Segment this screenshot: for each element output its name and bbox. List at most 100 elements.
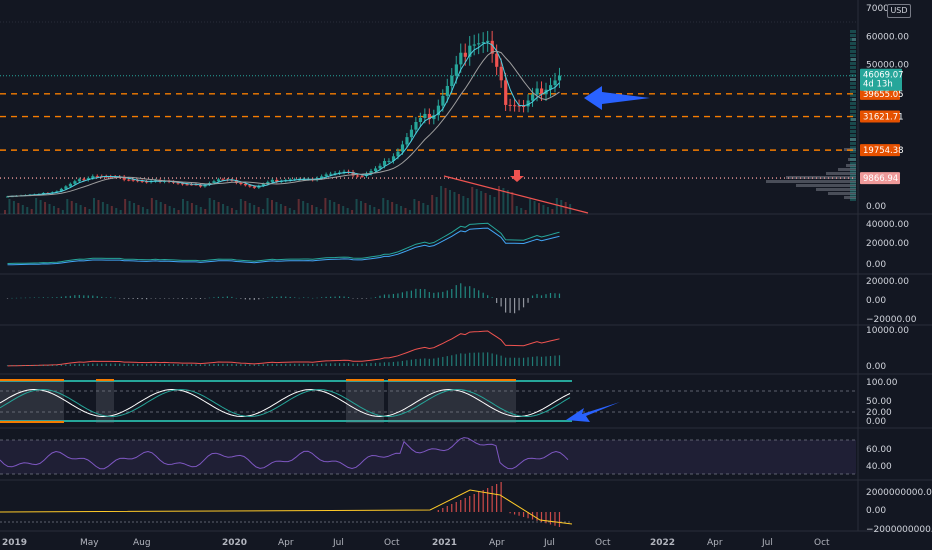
volume-profile-bar	[850, 110, 856, 113]
macd-bar	[540, 295, 543, 298]
macd-bar	[388, 294, 390, 298]
volume-bar	[422, 203, 425, 214]
macd-bar	[235, 297, 237, 299]
volume-bar	[288, 208, 291, 214]
volume-oscillator-bar	[518, 357, 520, 366]
candle-body	[540, 88, 544, 95]
volume-oscillator-bar	[154, 363, 157, 366]
candle-body	[486, 40, 490, 43]
obv-bar	[469, 496, 471, 512]
support-resistance-levels[interactable]: 39655.05 31621.71 19754.38 9866.94 46069.074…	[0, 68, 904, 185]
volume-bar	[293, 210, 296, 214]
macd-bar	[392, 293, 395, 298]
volume-oscillator-bar	[415, 359, 417, 366]
volume-oscillator-bar	[208, 364, 211, 366]
obv-bar	[496, 484, 498, 512]
volume-profile-bar	[844, 196, 856, 199]
volume-oscillator-bar	[74, 363, 76, 366]
time-tick-label: Apr	[707, 538, 723, 548]
candle-body	[445, 85, 449, 96]
volume-oscillator-bar	[199, 364, 202, 366]
macd-bar	[428, 292, 430, 298]
pane-tick-label: 40.00	[866, 462, 892, 472]
candle-body	[266, 181, 270, 184]
volume-bar	[244, 201, 247, 214]
volume-oscillator-bar	[374, 362, 377, 366]
volume-bar	[195, 205, 198, 214]
currency-label[interactable]: USD	[887, 4, 911, 18]
pane-tick-label: 20000.00	[866, 239, 909, 249]
volume-bar	[17, 203, 20, 214]
volume-profile-bar	[796, 184, 856, 187]
volume-bar	[222, 204, 225, 214]
volume-oscillator-bar	[42, 364, 44, 366]
volume-bar	[119, 210, 122, 214]
price-tick-label: 60000.00	[866, 32, 909, 42]
candle-body	[239, 182, 243, 185]
volume-bar	[217, 202, 220, 214]
candle-body	[387, 160, 391, 162]
volume-bar	[48, 204, 51, 214]
obv-bar	[545, 512, 547, 524]
volume-oscillator-bar	[500, 355, 502, 366]
macd-bar	[101, 296, 103, 298]
volume-bar	[333, 202, 336, 214]
last-price-label: 46069.07	[863, 71, 904, 81]
macd-bar	[464, 286, 466, 298]
volume-oscillator-bar	[150, 363, 152, 366]
price-axis[interactable]: 70000.0060000.0050000.000.0040000.002000…	[866, 4, 932, 535]
volume-oscillator-bar	[527, 357, 529, 366]
volume-bar	[239, 199, 242, 214]
volume-bar	[4, 210, 6, 214]
volume-bar	[502, 188, 505, 214]
macd-bar	[460, 283, 462, 298]
countdown-label: 4d 13h	[863, 80, 893, 90]
volume-oscillator-bar	[244, 364, 246, 366]
volume-profile-bar	[850, 118, 856, 121]
volume-bar	[213, 200, 216, 214]
volume-oscillator-bar	[303, 363, 305, 366]
volume-bar	[342, 206, 345, 214]
time-tick-label: 2022	[650, 538, 675, 548]
volume-bar	[35, 198, 38, 214]
level-tag	[860, 110, 900, 123]
macd-bar	[325, 296, 327, 298]
volume-bar	[66, 199, 69, 214]
candle-body	[136, 180, 140, 182]
volume-bar	[279, 204, 282, 214]
macd-bar	[24, 297, 27, 299]
macd-bar	[137, 298, 139, 299]
macd-bar	[181, 298, 184, 299]
pane-tick-label: 2000000000.00	[866, 488, 932, 498]
macd-bar	[132, 298, 134, 299]
macd-bar	[38, 297, 40, 298]
macd-bar	[491, 297, 493, 298]
volume-oscillator-bar	[249, 364, 251, 366]
candle-body	[495, 53, 499, 67]
volume-oscillator-bar	[289, 363, 291, 366]
macd-bar	[478, 290, 480, 298]
volume-profile-bar	[850, 138, 856, 141]
volume-profile-bar	[828, 192, 856, 195]
volume-oscillator-bar	[141, 363, 143, 366]
volume-oscillator-bar	[442, 356, 444, 366]
macd-bar	[154, 298, 157, 299]
volume-bar	[52, 206, 55, 214]
time-axis[interactable]: 2019 May Aug 2020 Apr Jul Oct 2021 Apr Jul Oct 2022…	[2, 538, 830, 548]
volume-bar	[457, 194, 460, 214]
volume-profile-bar	[850, 166, 856, 169]
volume-oscillator-line	[7, 330, 560, 367]
volume-oscillator-bar	[307, 363, 309, 366]
volume-profile-bar	[816, 188, 856, 191]
volume-bar	[146, 209, 149, 214]
macd-bar	[83, 295, 85, 298]
drawing-annotations[interactable]	[443, 86, 650, 422]
macd-bar	[271, 296, 273, 298]
pane-tick-label: 0.00	[866, 506, 886, 516]
rsi-line	[0, 437, 569, 470]
candle-body	[382, 160, 387, 166]
volume-bar	[128, 201, 131, 214]
volume-oscillator-bar	[105, 363, 107, 366]
